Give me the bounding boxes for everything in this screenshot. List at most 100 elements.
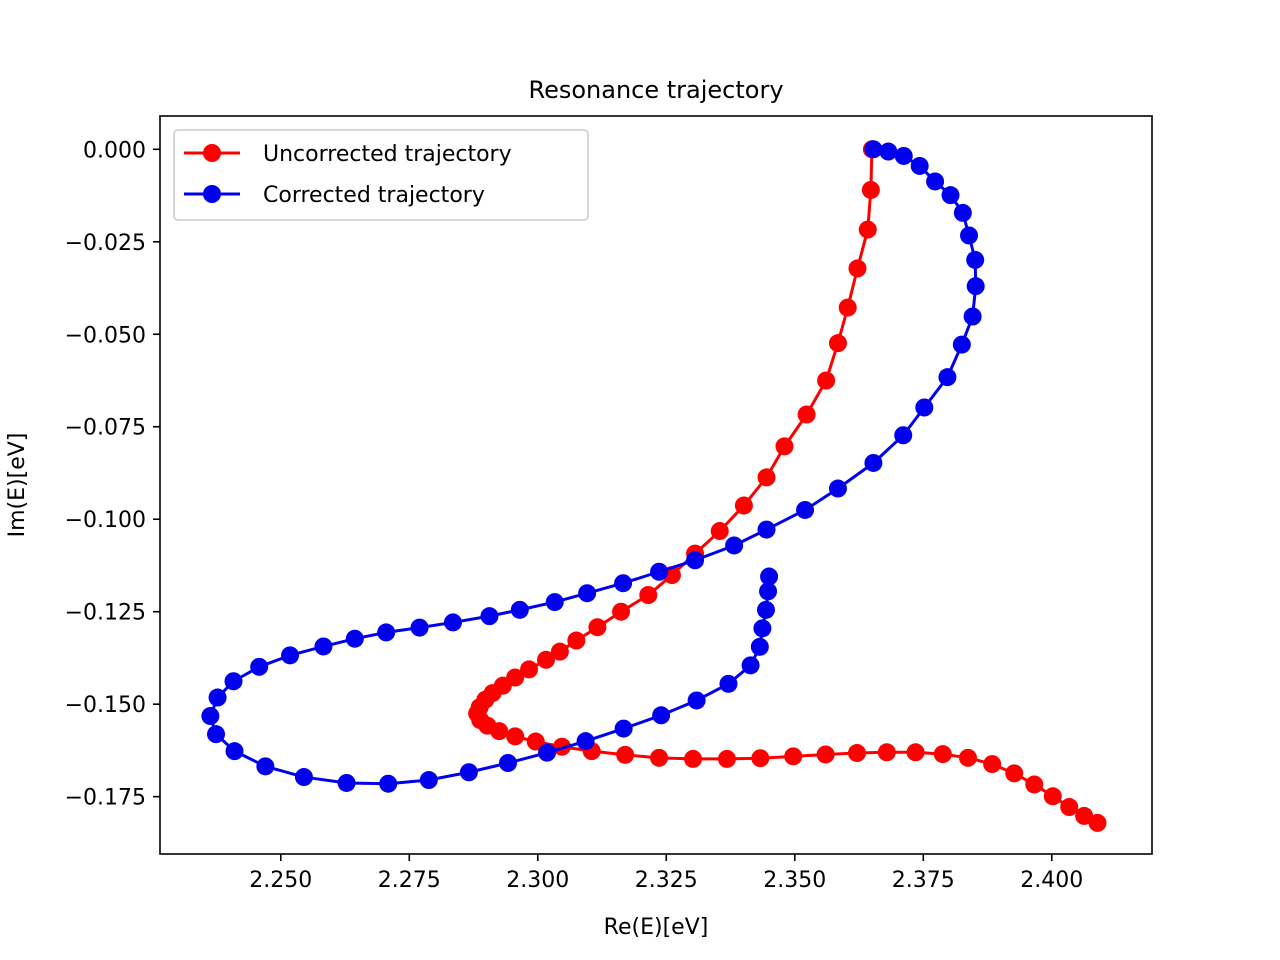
data-point	[838, 298, 857, 317]
legend-marker-corrected	[203, 185, 221, 203]
data-point	[578, 584, 597, 603]
data-point	[796, 500, 815, 519]
data-point	[760, 567, 779, 586]
plot-area: 2.250 2.275 2.300 2.325 2.350 2.375 2.400 0.00…	[65, 115, 1153, 893]
series-layer	[201, 140, 1107, 832]
data-point	[1043, 787, 1062, 806]
data-point	[963, 307, 982, 326]
data-point	[741, 656, 760, 675]
data-point	[614, 574, 633, 593]
data-point	[650, 748, 669, 767]
data-point	[828, 334, 847, 353]
x-tick-label: 2.325	[635, 868, 698, 893]
data-point	[816, 745, 835, 764]
x-tick-label: 2.300	[506, 868, 569, 893]
data-point	[614, 719, 633, 738]
data-point	[877, 743, 896, 762]
data-point	[784, 747, 803, 766]
y-tick-label: −0.100	[65, 508, 146, 533]
data-point	[858, 220, 877, 239]
x-tick-label: 2.400	[1020, 868, 1083, 893]
y-axis: 0.000 −0.025 −0.050 −0.075 −0.100 −0.125 −0.15…	[65, 138, 160, 811]
y-tick-label: −0.075	[65, 416, 146, 441]
data-point	[314, 637, 333, 656]
data-point	[250, 657, 269, 676]
series-1	[201, 140, 985, 793]
data-point	[953, 203, 972, 222]
data-point	[960, 226, 979, 245]
data-point	[759, 582, 778, 601]
y-axis-label: Im(E)[eV]	[5, 433, 30, 538]
x-tick-label: 2.375	[892, 868, 955, 893]
data-point	[775, 437, 794, 456]
data-point	[687, 691, 706, 710]
legend-label-corrected: Corrected trajectory	[263, 183, 485, 208]
data-point	[983, 755, 1002, 774]
data-point	[756, 600, 775, 619]
data-point	[861, 180, 880, 199]
data-point	[933, 745, 952, 764]
data-point	[751, 749, 770, 768]
data-point	[941, 186, 960, 205]
data-point	[1075, 806, 1094, 825]
y-tick-label: 0.000	[83, 138, 146, 163]
data-point	[510, 600, 529, 619]
data-point	[377, 623, 396, 642]
data-point	[906, 743, 925, 762]
data-point	[612, 602, 631, 621]
data-point	[379, 774, 398, 793]
y-tick-label: −0.150	[65, 693, 146, 718]
y-tick-label: −0.050	[65, 323, 146, 348]
y-tick-label: −0.025	[65, 231, 146, 256]
legend-entry-corrected: Corrected trajectory	[184, 183, 485, 208]
data-point	[725, 536, 744, 555]
data-point	[459, 763, 478, 782]
data-point	[208, 688, 227, 707]
data-point	[828, 479, 847, 498]
data-point	[256, 757, 275, 776]
data-point	[864, 453, 883, 472]
data-point	[1005, 764, 1024, 783]
data-point	[717, 749, 736, 768]
data-point	[750, 637, 769, 656]
data-point	[753, 619, 772, 638]
data-point	[817, 371, 836, 390]
data-point	[757, 468, 776, 487]
data-point	[345, 629, 364, 648]
x-tick-label: 2.275	[378, 868, 441, 893]
data-point	[757, 520, 776, 539]
legend-box	[173, 129, 589, 221]
data-point	[966, 250, 985, 269]
data-point	[926, 172, 945, 191]
chart-title: Resonance trajectory	[528, 76, 783, 104]
data-point	[1088, 813, 1107, 832]
data-point	[710, 522, 729, 541]
axes-frame	[159, 115, 1153, 855]
data-point	[915, 398, 934, 417]
data-point	[201, 707, 220, 726]
data-point	[864, 140, 883, 159]
data-point	[498, 754, 517, 772]
data-point	[639, 586, 658, 605]
data-point	[616, 745, 635, 764]
data-point	[545, 593, 564, 612]
data-point	[797, 405, 816, 424]
legend-label-uncorrected: Uncorrected trajectory	[263, 142, 512, 167]
data-point	[207, 725, 226, 744]
x-tick-label: 2.350	[763, 868, 826, 893]
data-point	[879, 142, 898, 161]
data-point	[490, 722, 509, 741]
data-point	[686, 551, 705, 570]
data-point	[419, 771, 438, 790]
y-tick-label: −0.125	[65, 601, 146, 626]
data-point	[848, 259, 867, 278]
data-point	[938, 368, 957, 387]
legend: Uncorrected trajectory Corrected traject…	[173, 129, 589, 221]
data-point	[224, 672, 243, 691]
data-point	[910, 156, 929, 175]
y-tick-label: −0.175	[65, 786, 146, 811]
data-point	[652, 706, 671, 725]
data-point	[520, 660, 539, 679]
data-point	[847, 744, 866, 763]
